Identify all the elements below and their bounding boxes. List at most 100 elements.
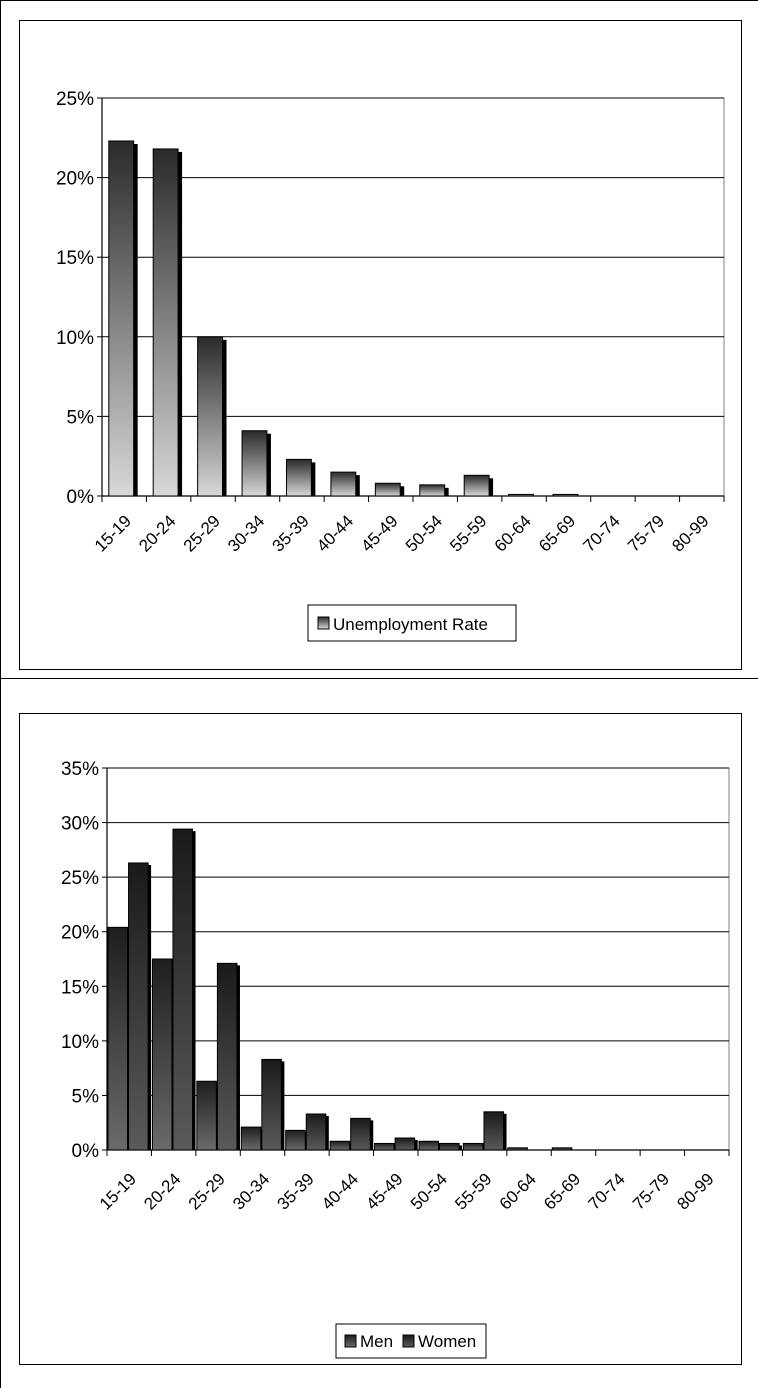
bar-face xyxy=(198,337,223,496)
bar-unemployment-rate xyxy=(242,431,271,496)
x-tick-label: 45-49 xyxy=(357,511,401,555)
bar-face xyxy=(286,459,311,496)
legend-swatch-unemployment-rate xyxy=(318,617,329,629)
bar-women xyxy=(484,1112,507,1150)
x-tick-label: 80-99 xyxy=(673,1169,717,1213)
bar-face xyxy=(197,1081,217,1150)
y-tick-label: 25% xyxy=(56,89,94,110)
bar-men xyxy=(197,1081,220,1150)
bar-face xyxy=(242,431,267,496)
bar-face xyxy=(420,485,445,496)
x-tick-label: 45-49 xyxy=(362,1169,406,1213)
y-tick-label: 10% xyxy=(61,1032,99,1053)
bar-unemployment-rate xyxy=(198,337,227,496)
legend: Men Women xyxy=(336,1324,486,1358)
x-tick-label: 60-64 xyxy=(496,1169,540,1213)
bar-men xyxy=(419,1141,442,1150)
x-tick-label: 60-64 xyxy=(491,511,535,555)
bar-men xyxy=(375,1143,398,1150)
bar-women xyxy=(217,963,240,1150)
bar-women xyxy=(395,1138,418,1150)
y-tick-label: 35% xyxy=(61,759,99,780)
bar-face xyxy=(153,149,178,496)
x-tick-label: 25-29 xyxy=(180,511,224,555)
bar-unemployment-rate xyxy=(375,483,404,496)
bar-face xyxy=(419,1141,439,1150)
bar-unemployment-rate xyxy=(553,494,578,496)
bar-face xyxy=(552,1148,572,1150)
x-tick-label: 40-44 xyxy=(318,1169,362,1213)
bar-women xyxy=(351,1118,374,1150)
bar-men xyxy=(241,1127,264,1150)
bar-women xyxy=(173,829,196,1150)
bar-face xyxy=(241,1127,261,1150)
bar-face xyxy=(306,1114,326,1150)
y-tick-label: 15% xyxy=(56,248,94,269)
bar-unemployment-rate xyxy=(109,141,138,496)
bar-face xyxy=(509,494,534,496)
x-tick-label: 15-19 xyxy=(96,1169,140,1213)
bar-face xyxy=(330,1141,350,1150)
x-tick-label: 50-54 xyxy=(407,1169,451,1213)
legend-swatch-men xyxy=(345,1335,356,1347)
y-tick-label: 10% xyxy=(56,328,94,349)
bar-men xyxy=(152,959,175,1150)
bar-men xyxy=(508,1148,531,1150)
bar-women xyxy=(262,1059,285,1150)
bar-face xyxy=(464,475,489,496)
bar-face xyxy=(375,1143,395,1150)
bar-men xyxy=(330,1141,353,1150)
bar-unemployment-rate xyxy=(464,475,493,496)
x-tick-label: 70-74 xyxy=(585,1169,629,1213)
x-tick-label: 25-29 xyxy=(185,1169,229,1213)
y-tick-label: 30% xyxy=(61,814,99,835)
x-tick-label: 75-79 xyxy=(624,511,668,555)
x-tick-label: 30-34 xyxy=(229,1169,273,1213)
y-tick-label: 25% xyxy=(61,868,99,889)
x-tick-label: 20-24 xyxy=(135,511,179,555)
x-tick-label: 55-59 xyxy=(446,511,490,555)
y-tick-label: 5% xyxy=(67,407,95,428)
bar-unemployment-rate xyxy=(153,149,182,496)
x-tick-label: 40-44 xyxy=(313,511,357,555)
y-tick-label: 20% xyxy=(56,169,94,190)
bar-unemployment-rate xyxy=(286,459,315,496)
bar-face xyxy=(108,927,128,1150)
bar-face xyxy=(351,1118,371,1150)
y-tick-label: 0% xyxy=(67,487,95,508)
legend-label-unemployment-rate: Unemployment Rate xyxy=(333,615,488,634)
bar-face xyxy=(152,959,172,1150)
y-tick-label: 0% xyxy=(72,1141,100,1162)
bar-women xyxy=(306,1114,329,1150)
bar-unemployment-rate xyxy=(420,485,449,496)
legend-label-women: Women xyxy=(418,1332,476,1351)
x-tick-label: 35-39 xyxy=(274,1169,318,1213)
legend-swatch-women xyxy=(403,1335,414,1347)
bar-face xyxy=(109,141,134,496)
x-tick-label: 75-79 xyxy=(629,1169,673,1213)
y-tick-label: 15% xyxy=(61,977,99,998)
bar-face xyxy=(508,1148,528,1150)
y-tick-label: 5% xyxy=(72,1086,100,1107)
legend-label-men: Men xyxy=(360,1332,393,1351)
plot-area xyxy=(102,98,724,496)
x-tick-label: 70-74 xyxy=(580,511,624,555)
y-tick-label: 20% xyxy=(61,923,99,944)
bar-face xyxy=(286,1130,306,1150)
bar-face xyxy=(217,963,237,1150)
x-tick-label: 50-54 xyxy=(402,511,446,555)
x-tick-label: 35-39 xyxy=(269,511,313,555)
bar-face xyxy=(484,1112,504,1150)
bar-men xyxy=(463,1143,486,1150)
x-tick-label: 30-34 xyxy=(224,511,268,555)
bar-face xyxy=(173,829,193,1150)
bar-face xyxy=(129,863,149,1150)
bar-face xyxy=(395,1138,415,1150)
bar-face xyxy=(375,483,400,496)
bar-face xyxy=(463,1143,483,1150)
x-tick-label: 80-99 xyxy=(668,511,712,555)
